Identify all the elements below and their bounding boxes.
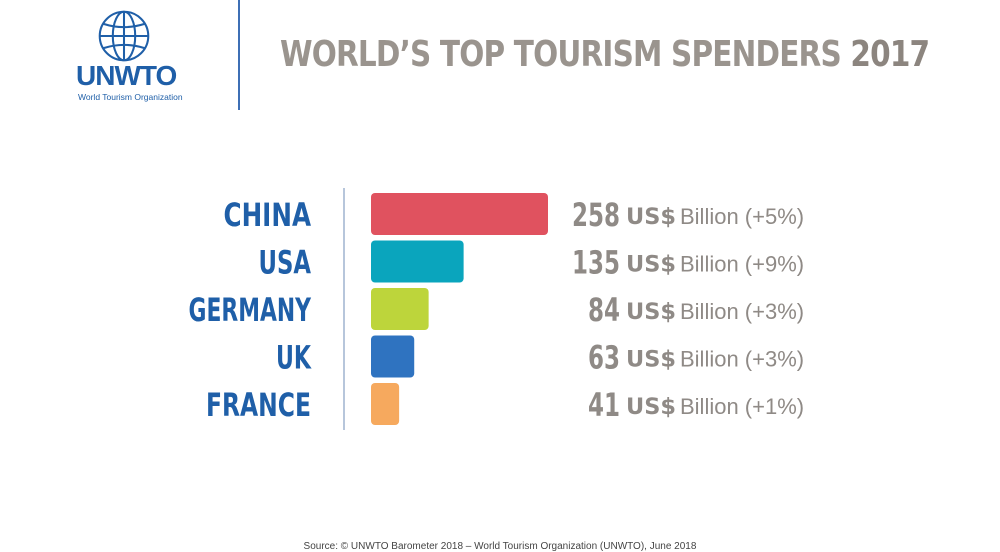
change-label-china: Billion (+5%) [680,204,804,229]
globe-icon [98,10,150,62]
page-title: WORLD’S TOP TOURISM SPENDERS 2017 [280,34,930,75]
unit-label-uk: US$ [626,348,676,373]
bar-usa [371,240,464,283]
title-year: 2017 [850,34,930,75]
value-label-france: 41 [588,386,620,424]
value-label-china: 258 [572,196,620,234]
category-label-usa: USA [259,244,312,282]
source-note: Source: © UNWTO Barometer 2018 – World T… [303,541,697,552]
category-label-china: CHINA [224,196,312,234]
unit-label-france: US$ [626,395,676,420]
logo-subtitle: World Tourism Organization [78,92,183,102]
category-label-uk: UK [276,339,312,377]
bar-chart: CHINA 258 US$ Billion (+5%)USA 135 US$ Billion… [189,188,804,430]
bar-uk [371,335,415,378]
logo-wordmark: UNWTO [76,60,177,91]
change-label-usa: Billion (+9%) [680,252,804,277]
unwto-logo: UNWTO World Tourism Organization [62,6,202,106]
unit-label-china: US$ [626,205,676,230]
bar-germany [371,288,429,330]
value-label-germany: 84 [588,291,620,329]
value-label-usa: 135 [572,244,620,282]
category-label-germany: GERMANY [189,291,312,329]
bar-france [371,383,400,425]
change-label-france: Billion (+1%) [680,394,804,419]
change-label-germany: Billion (+3%) [680,299,804,324]
header-divider [238,0,240,110]
category-label-france: FRANCE [206,386,311,424]
unit-label-usa: US$ [626,253,676,278]
change-label-uk: Billion (+3%) [680,347,804,372]
value-label-uk: 63 [588,339,620,377]
bar-china [371,193,548,235]
unit-label-germany: US$ [626,300,676,325]
title-main: WORLD’S TOP TOURISM SPENDERS [280,34,842,75]
